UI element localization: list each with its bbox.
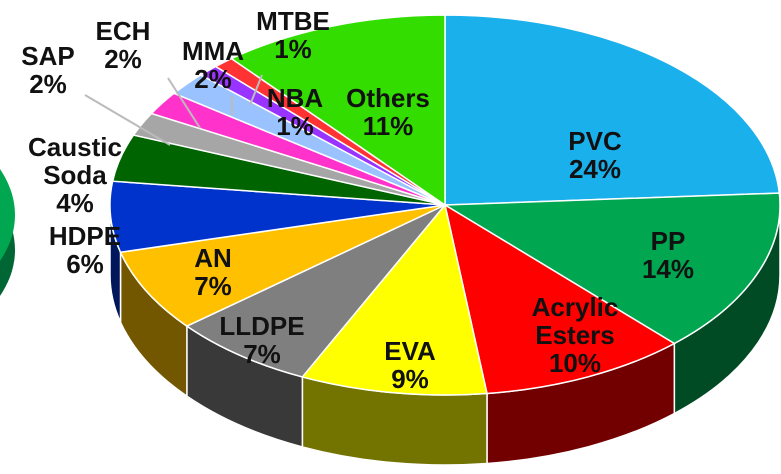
slice-value: 2% [194, 64, 232, 94]
slice-value: 24% [568, 154, 622, 184]
slice [442, 192, 781, 345]
slice-label: AN 7% [153, 244, 273, 300]
slice-label: HDPE 6% [25, 222, 145, 278]
slice-name: AN [194, 242, 232, 273]
slice-value: 11% [362, 111, 414, 141]
slice-label: Caustic Soda 4% [20, 133, 130, 217]
slice-name: NBA [266, 82, 324, 113]
slice-name: PP [650, 225, 686, 256]
slice-label: PVC 24% [535, 127, 655, 183]
slice-value: 2% [29, 69, 67, 99]
slice-value: 7% [243, 339, 281, 369]
slice-name: SAP [21, 40, 75, 71]
slice-name: PVC [568, 125, 622, 156]
slice-label: NBA 1% [255, 84, 335, 140]
slice-label: EVA 9% [350, 337, 470, 393]
slice-value: 1% [276, 111, 314, 141]
slice [119, 204, 446, 327]
slice-label: MTBE 1% [243, 7, 343, 63]
leader-line [167, 77, 201, 129]
slice-value: 1% [274, 34, 312, 64]
slice-name: Others [346, 82, 430, 113]
leader-line [84, 94, 171, 146]
slice-value: 10% [548, 348, 602, 379]
leader-line [249, 74, 263, 106]
slice-value: 7% [194, 271, 232, 301]
slice-label: ECH 2% [83, 17, 163, 73]
slice-name: Caustic Soda [28, 131, 122, 190]
slice [109, 180, 446, 254]
slice [443, 203, 676, 395]
slice-name: LLDPE [219, 310, 305, 341]
slice-label: Others 11% [318, 84, 458, 140]
slice-label: LLDPE 7% [202, 312, 322, 368]
slice-name: EVA [384, 335, 436, 366]
slice-value: 14% [641, 254, 695, 284]
slice-name: Acrylic Esters [531, 291, 619, 350]
partial-pie-top [0, 169, 15, 261]
slice [185, 204, 446, 378]
slice-value: 9% [391, 364, 429, 394]
slice [229, 14, 446, 207]
slice-value: 2% [104, 44, 142, 74]
slice [444, 14, 781, 206]
slice-label: PP 14% [608, 227, 728, 283]
slice-name: MTBE [256, 5, 330, 36]
slice-value: 4% [56, 188, 94, 219]
slice-label: Acrylic Esters 10% [510, 293, 640, 377]
slice-value: 6% [66, 249, 104, 279]
slice-name: ECH [95, 15, 151, 46]
slice-name: MMA [181, 35, 245, 66]
slice-label: MMA 2% [173, 37, 253, 93]
slice-name: HDPE [48, 220, 122, 251]
slice-label: SAP 2% [8, 42, 88, 98]
slice [301, 203, 488, 396]
